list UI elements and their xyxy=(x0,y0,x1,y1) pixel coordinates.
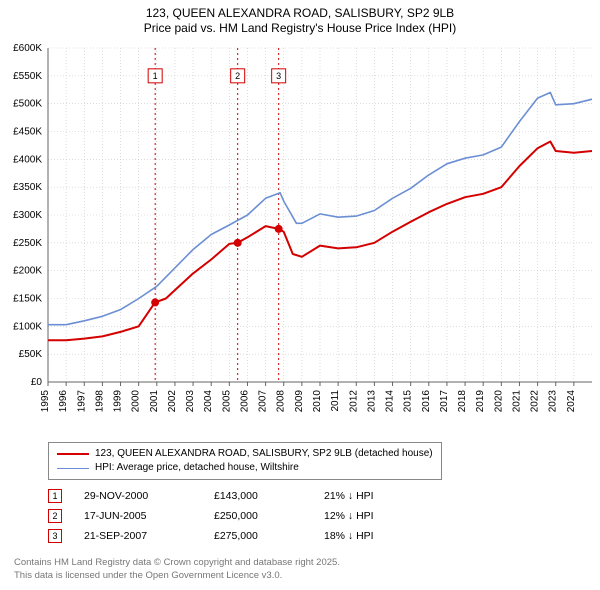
chart-title: 123, QUEEN ALEXANDRA ROAD, SALISBURY, SP… xyxy=(0,0,600,36)
footer-line-1: Contains HM Land Registry data © Crown c… xyxy=(14,557,340,568)
table-row: 1 29-NOV-2000 £143,000 21% ↓ HPI xyxy=(48,486,444,506)
page: 123, QUEEN ALEXANDRA ROAD, SALISBURY, SP… xyxy=(0,0,600,590)
svg-text:£150K: £150K xyxy=(13,294,42,305)
svg-text:2018: 2018 xyxy=(457,390,468,413)
svg-text:2004: 2004 xyxy=(203,390,214,413)
svg-text:£50K: £50K xyxy=(19,349,43,360)
svg-text:1998: 1998 xyxy=(94,390,105,413)
legend: 123, QUEEN ALEXANDRA ROAD, SALISBURY, SP… xyxy=(48,442,442,480)
legend-label: HPI: Average price, detached house, Wilt… xyxy=(95,461,299,475)
svg-text:2011: 2011 xyxy=(330,390,341,412)
svg-text:2024: 2024 xyxy=(566,390,577,413)
svg-text:2020: 2020 xyxy=(493,390,504,413)
sales-table: 1 29-NOV-2000 £143,000 21% ↓ HPI 2 17-JU… xyxy=(48,486,444,546)
svg-text:2016: 2016 xyxy=(421,390,432,413)
svg-text:2001: 2001 xyxy=(149,390,160,413)
marker-badge-3: 3 xyxy=(48,529,62,543)
svg-text:2006: 2006 xyxy=(239,390,250,413)
svg-text:£450K: £450K xyxy=(13,127,42,138)
svg-text:2015: 2015 xyxy=(403,390,414,413)
svg-text:£500K: £500K xyxy=(13,99,42,110)
sale-date: 21-SEP-2007 xyxy=(84,530,214,542)
svg-text:2007: 2007 xyxy=(258,390,269,413)
svg-text:£0: £0 xyxy=(31,377,43,388)
title-line-1: 123, QUEEN ALEXANDRA ROAD, SALISBURY, SP… xyxy=(146,6,454,20)
sale-date: 29-NOV-2000 xyxy=(84,490,214,502)
svg-text:£300K: £300K xyxy=(13,210,42,221)
svg-text:1996: 1996 xyxy=(58,390,69,413)
sale-price: £250,000 xyxy=(214,510,324,522)
svg-text:£250K: £250K xyxy=(13,238,42,249)
legend-item-hpi: HPI: Average price, detached house, Wilt… xyxy=(57,461,433,475)
svg-text:2019: 2019 xyxy=(475,390,486,413)
svg-text:1997: 1997 xyxy=(76,390,87,413)
sale-price: £275,000 xyxy=(214,530,324,542)
svg-text:2010: 2010 xyxy=(312,390,323,413)
svg-text:2017: 2017 xyxy=(439,390,450,413)
svg-text:1995: 1995 xyxy=(40,390,51,413)
marker-badge-1: 1 xyxy=(48,489,62,503)
svg-text:2: 2 xyxy=(235,71,240,81)
svg-text:£350K: £350K xyxy=(13,182,42,193)
sale-date: 17-JUN-2005 xyxy=(84,510,214,522)
svg-text:£600K: £600K xyxy=(13,43,42,54)
legend-swatch xyxy=(57,453,89,455)
svg-text:1: 1 xyxy=(153,71,158,81)
svg-text:2014: 2014 xyxy=(385,390,396,413)
svg-text:1999: 1999 xyxy=(113,390,124,413)
svg-text:£400K: £400K xyxy=(13,154,42,165)
svg-text:2021: 2021 xyxy=(511,390,522,413)
table-row: 3 21-SEP-2007 £275,000 18% ↓ HPI xyxy=(48,526,444,546)
legend-swatch xyxy=(57,468,89,469)
legend-item-price-paid: 123, QUEEN ALEXANDRA ROAD, SALISBURY, SP… xyxy=(57,447,433,461)
svg-text:2000: 2000 xyxy=(131,390,142,413)
sale-diff: 18% ↓ HPI xyxy=(324,530,444,542)
svg-text:3: 3 xyxy=(276,71,281,81)
legend-label: 123, QUEEN ALEXANDRA ROAD, SALISBURY, SP… xyxy=(95,447,433,461)
chart-svg: £0 £50K £100K £150K £200K £250K £300K £350K £400… xyxy=(0,40,600,440)
marker-badge-2: 2 xyxy=(48,509,62,523)
footer-attribution: Contains HM Land Registry data © Crown c… xyxy=(14,557,340,582)
footer-line-2: This data is licensed under the Open Gov… xyxy=(14,570,282,581)
svg-text:2002: 2002 xyxy=(167,390,178,413)
sale-price: £143,000 xyxy=(214,490,324,502)
svg-text:2008: 2008 xyxy=(276,390,287,413)
svg-text:£550K: £550K xyxy=(13,71,42,82)
svg-text:£200K: £200K xyxy=(13,266,42,277)
svg-text:£100K: £100K xyxy=(13,321,42,332)
sale-diff: 21% ↓ HPI xyxy=(324,490,444,502)
svg-text:2003: 2003 xyxy=(185,390,196,413)
chart: £0 £50K £100K £150K £200K £250K £300K £350K £400… xyxy=(0,40,600,440)
svg-text:2005: 2005 xyxy=(221,390,232,413)
sale-diff: 12% ↓ HPI xyxy=(324,510,444,522)
title-line-2: Price paid vs. HM Land Registry's House … xyxy=(144,21,456,35)
svg-text:2022: 2022 xyxy=(530,390,541,413)
svg-text:2012: 2012 xyxy=(348,390,359,413)
svg-text:2009: 2009 xyxy=(294,390,305,413)
svg-text:2013: 2013 xyxy=(366,390,377,413)
svg-text:2023: 2023 xyxy=(548,390,559,413)
table-row: 2 17-JUN-2005 £250,000 12% ↓ HPI xyxy=(48,506,444,526)
